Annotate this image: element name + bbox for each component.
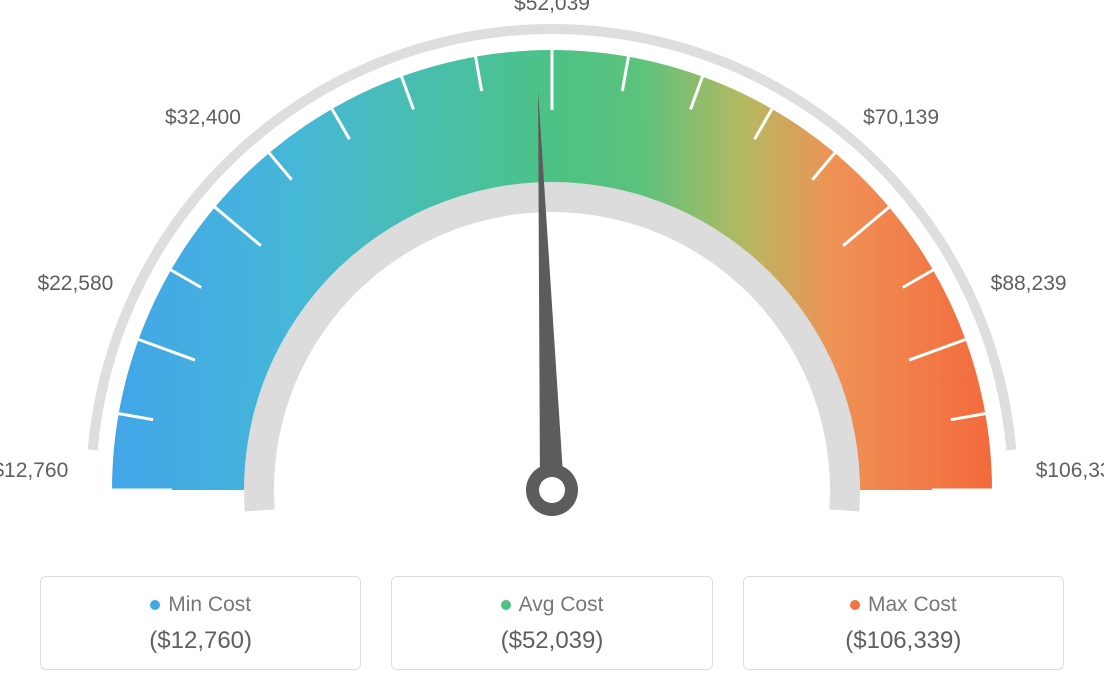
gauge-svg [0, 0, 1104, 540]
legend-label-min: Min Cost [168, 593, 251, 617]
legend-value-avg: ($52,039) [402, 627, 701, 655]
legend-row: Min Cost ($12,760) Avg Cost ($52,039) Ma… [40, 576, 1064, 670]
legend-dot-max [850, 600, 860, 610]
gauge-tick-label: $88,239 [991, 272, 1067, 296]
legend-label-avg: Avg Cost [519, 593, 604, 617]
gauge-tick-label: $32,400 [165, 106, 241, 130]
legend-card-max: Max Cost ($106,339) [743, 576, 1064, 670]
legend-label-max: Max Cost [868, 593, 957, 617]
legend-card-min: Min Cost ($12,760) [40, 576, 361, 670]
gauge-tick-label: $106,339 [1036, 459, 1104, 483]
legend-dot-min [150, 600, 160, 610]
gauge-tick-label: $22,580 [37, 272, 113, 296]
gauge-tick-label: $12,760 [0, 459, 68, 483]
legend-value-min: ($12,760) [51, 627, 350, 655]
legend-card-avg: Avg Cost ($52,039) [391, 576, 712, 670]
gauge-tick-label: $70,139 [863, 106, 939, 130]
legend-value-max: ($106,339) [754, 627, 1053, 655]
cost-gauge-chart: $12,760 $22,580 $32,400 $52,039 $70,139 $88,2… [0, 0, 1104, 540]
gauge-tick-label: $52,039 [514, 0, 590, 16]
legend-dot-avg [501, 600, 511, 610]
